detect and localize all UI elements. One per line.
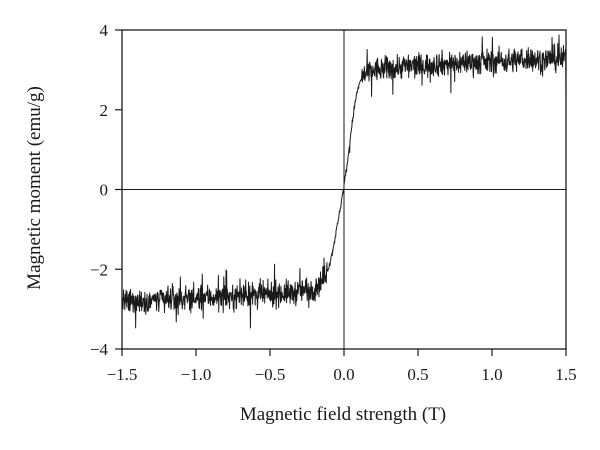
y-tick-label: 2 [100, 101, 109, 120]
x-tick-label: −0.5 [255, 365, 286, 384]
y-tick-label: 0 [100, 181, 109, 200]
y-axis-title: Magnetic moment (emu/g) [24, 86, 45, 290]
plot-area: −1.5 −1.0 −0.5 0.0 0.5 1.0 1.5 −4 −2 0 2 4 [90, 21, 577, 384]
series-line-0 [121, 34, 567, 329]
y-tick-label: −2 [90, 260, 108, 279]
x-tick-label: 1.5 [555, 365, 576, 384]
x-axis-title: Magnetic field strength (T) [240, 404, 446, 425]
x-tick-label: 0.0 [333, 365, 354, 384]
y-tick-label: −4 [90, 340, 109, 359]
x-tick-label: 0.5 [407, 365, 428, 384]
y-tick-label: 4 [100, 21, 109, 40]
x-tick-label: 1.0 [481, 365, 502, 384]
x-tick-label: −1.5 [107, 365, 138, 384]
x-tick-label: −1.0 [181, 365, 212, 384]
